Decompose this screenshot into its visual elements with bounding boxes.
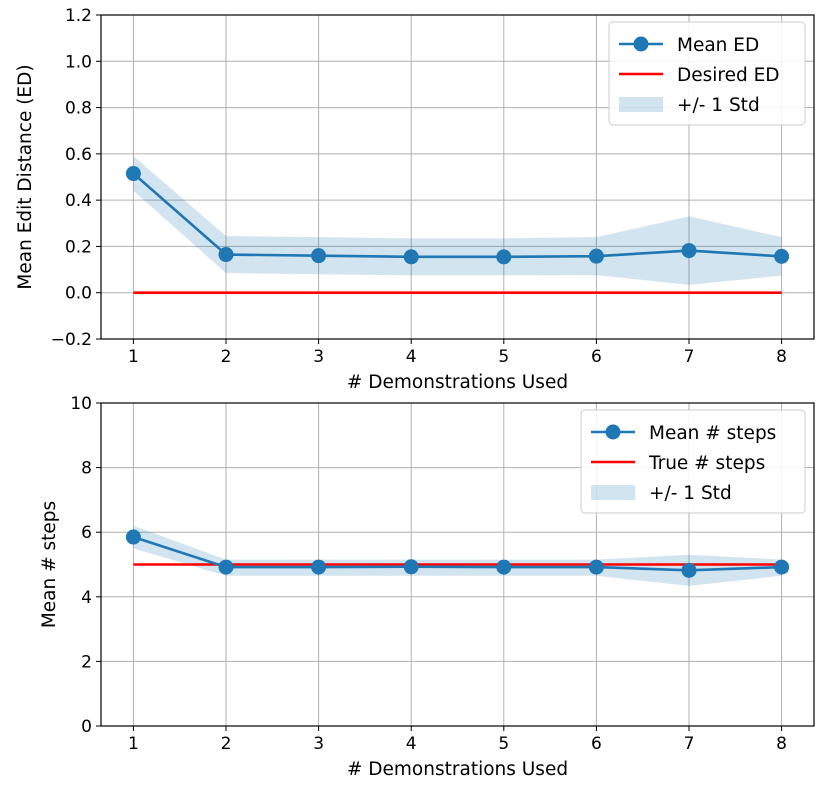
legend-band-patch xyxy=(619,97,663,112)
axes-frame xyxy=(100,402,815,727)
legend-label: True # steps xyxy=(648,453,765,474)
legend-mean-marker xyxy=(633,36,649,52)
legend-box xyxy=(580,409,806,514)
ed-chart-panel: 1 2 3 4 5 6 7 8 −0.2 0.0 0.2 0.4 0.6 0.8 1.0 1.2 # Demon… xyxy=(15,6,815,393)
legend: Mean # steps True # steps +/- 1 Std xyxy=(580,409,806,514)
x-tick-label: 7 xyxy=(684,734,695,754)
x-tick-label: 2 xyxy=(221,347,232,367)
y-tick-label: 6 xyxy=(81,523,92,543)
x-axis-title: # Demonstrations Used xyxy=(347,372,568,393)
y-tick-label: −0.2 xyxy=(51,330,92,350)
axes-frame xyxy=(100,14,815,340)
x-tick-label: 8 xyxy=(776,734,787,754)
x-tick-label: 4 xyxy=(406,734,417,754)
x-tick-label: 7 xyxy=(684,347,695,367)
mean-point xyxy=(125,166,141,182)
x-axis-title: # Demonstrations Used xyxy=(347,759,568,780)
x-tick-label: 3 xyxy=(313,347,324,367)
legend: Mean ED Desired ED +/- 1 Std xyxy=(608,21,806,126)
x-tick-label: 5 xyxy=(498,734,509,754)
std-band xyxy=(133,525,782,586)
legend-label: +/- 1 Std xyxy=(649,483,732,504)
y-tick-label: 0.8 xyxy=(65,99,92,119)
y-tick-label: 0.2 xyxy=(65,237,92,257)
mean-point xyxy=(496,559,512,575)
mean-line xyxy=(132,172,782,259)
mean-point xyxy=(218,247,234,263)
x-tick-label: 6 xyxy=(591,734,602,754)
mean-point xyxy=(403,249,419,265)
legend-label: +/- 1 Std xyxy=(677,95,760,116)
legend-label: Desired ED xyxy=(677,65,780,86)
x-tick-label: 6 xyxy=(591,347,602,367)
mean-point xyxy=(681,562,697,578)
mean-point xyxy=(311,248,327,264)
y-tick-label: 2 xyxy=(81,652,92,672)
x-tick-label: 5 xyxy=(498,347,509,367)
y-tick-label: 4 xyxy=(81,588,92,608)
x-tick-label: 1 xyxy=(128,347,139,367)
legend-band-patch xyxy=(591,485,635,500)
x-tick-label: 2 xyxy=(221,734,232,754)
mean-point xyxy=(588,248,604,264)
mean-point xyxy=(681,243,697,259)
steps-chart-panel: 1 2 3 4 5 6 7 8 0 2 4 6 8 10 # Demonstrations Used Mean… xyxy=(39,394,815,780)
std-band xyxy=(133,156,782,285)
x-tick-label: 4 xyxy=(406,347,417,367)
mean-point xyxy=(774,248,790,264)
x-tick-label: 8 xyxy=(776,347,787,367)
mean-point xyxy=(588,559,604,575)
y-tick-label: 1.0 xyxy=(65,52,92,72)
y-tick-label: 10 xyxy=(70,394,92,414)
mean-point xyxy=(218,559,234,575)
y-tick-label: 8 xyxy=(81,459,92,479)
x-tick-label: 3 xyxy=(313,734,324,754)
legend-label: Mean # steps xyxy=(649,423,776,444)
mean-point xyxy=(311,559,327,575)
mean-point xyxy=(125,529,141,545)
legend-label: Mean ED xyxy=(677,35,759,56)
y-axis-title: Mean # steps xyxy=(39,501,60,628)
legend-mean-marker xyxy=(605,424,621,440)
y-tick-label: 1.2 xyxy=(65,6,92,26)
y-tick-label: 0.0 xyxy=(65,284,92,304)
y-tick-label: 0.4 xyxy=(65,191,92,211)
mean-point xyxy=(403,559,419,575)
y-axis-title: Mean Edit Distance (ED) xyxy=(15,64,36,289)
mean-point xyxy=(496,249,512,265)
y-tick-label: 0.6 xyxy=(65,145,92,165)
y-tick-label: 0 xyxy=(81,717,92,737)
mean-line xyxy=(133,535,782,572)
mean-point xyxy=(774,559,790,575)
x-tick-label: 1 xyxy=(128,734,139,754)
legend-box xyxy=(608,21,806,126)
